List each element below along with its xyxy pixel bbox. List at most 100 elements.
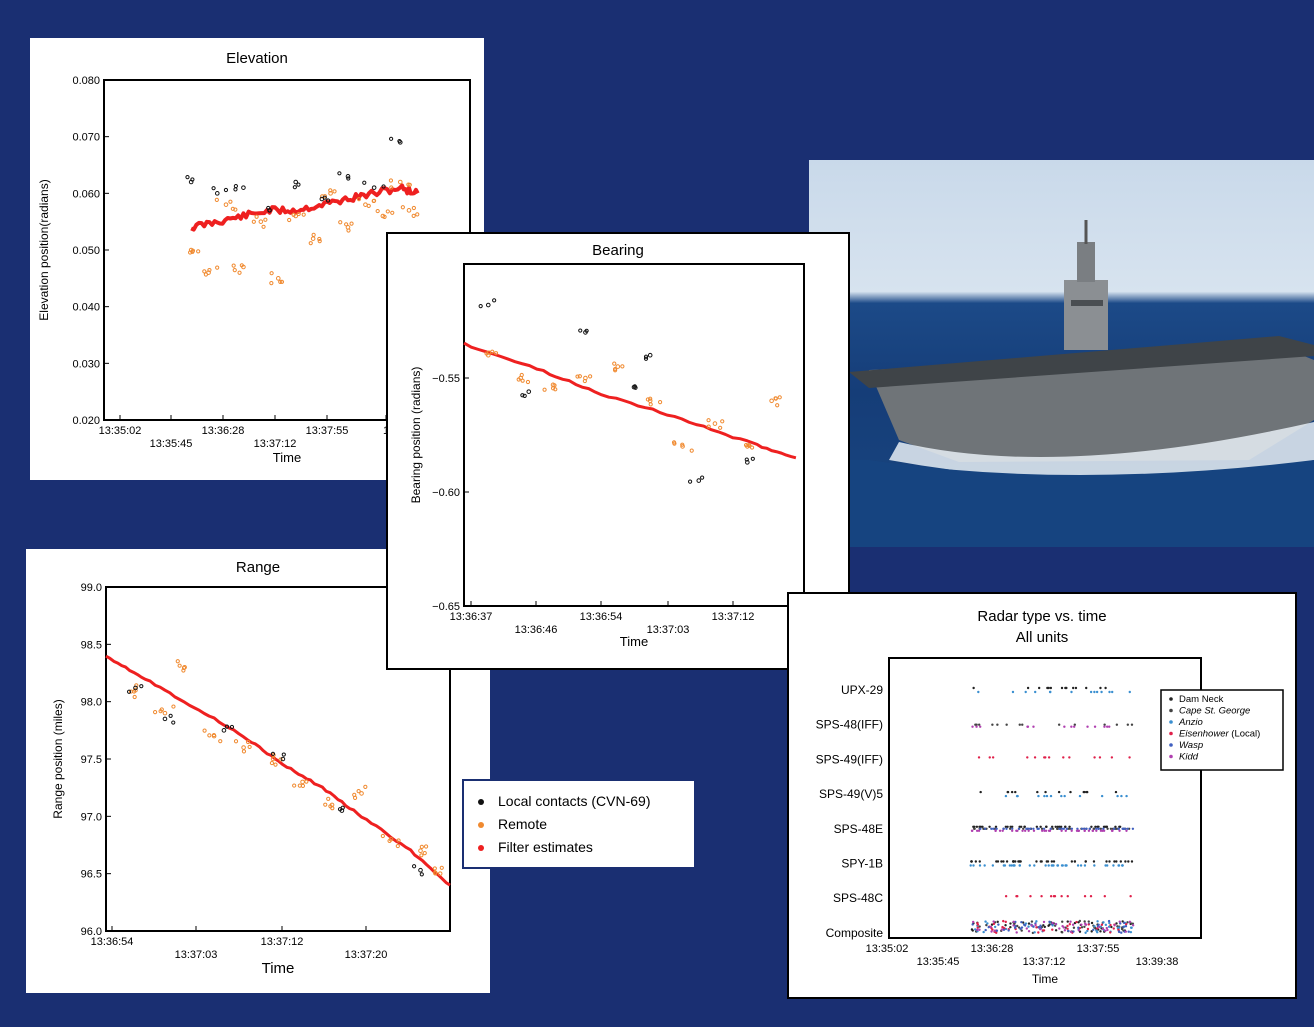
radar-mark: [1044, 829, 1048, 832]
radar-mark: [992, 920, 995, 923]
local-contact-point: [687, 479, 693, 484]
radar-mark: [1066, 924, 1069, 928]
y-axis-label: Bearing position (radians): [409, 367, 423, 504]
remote-point: [152, 710, 158, 715]
local-contact-point: [584, 328, 589, 333]
radar-mark: [1044, 756, 1047, 759]
radar-mark: [978, 860, 981, 863]
radar-mark: [1110, 925, 1113, 929]
y-tick-label: −0.55: [432, 373, 460, 385]
radar-mark: [1005, 827, 1008, 830]
remote-point: [542, 387, 547, 392]
y-tick-label: 0.030: [72, 358, 100, 370]
radar-mark: [1064, 829, 1067, 832]
radar-mark: [1042, 929, 1046, 932]
local-contact-point: [171, 720, 176, 725]
radar-mark: [1001, 829, 1004, 832]
radar-mark: [1006, 790, 1009, 794]
radar-legend-suffix: (Local): [1229, 729, 1261, 740]
y-tick-label: 0.080: [72, 75, 100, 87]
radar-legend-label: Kidd: [1179, 752, 1199, 763]
radar-mark: [1012, 920, 1015, 923]
remote-point: [671, 440, 677, 445]
local-contact-point: [632, 384, 637, 389]
radar-mark: [1104, 929, 1107, 933]
local-contact-point: [745, 460, 750, 465]
radar-row-label: SPS-48C: [833, 891, 883, 905]
remote-point: [132, 694, 137, 700]
radar-mark: [1034, 690, 1037, 694]
radar-mark: [993, 929, 996, 932]
radar-mark: [994, 825, 998, 828]
local-contact-point: [292, 185, 297, 190]
radar-mark: [990, 923, 994, 926]
local-contact-point: [381, 184, 386, 189]
legend-label-filter: Filter estimates: [498, 839, 593, 855]
remote-point: [356, 788, 361, 794]
legend-dot-filter: [478, 845, 484, 852]
remote-point: [230, 206, 235, 211]
radar-mark: [991, 723, 994, 726]
radar-mark: [1129, 930, 1133, 934]
radar-mark: [1124, 923, 1128, 926]
radar-mark: [1131, 827, 1135, 830]
bearing-panel: Bearing −0.55 −0.60 −0.65 13:36:37 13:36:46 1…: [386, 232, 850, 670]
remote-point: [346, 228, 351, 233]
remote-point: [291, 212, 296, 217]
remote-point: [422, 851, 427, 856]
x-axis-label: Time: [1032, 972, 1059, 986]
radar-mark: [1035, 860, 1038, 863]
radar-mark: [1000, 928, 1004, 931]
local-contact-point: [522, 393, 527, 398]
radar-mark: [1033, 931, 1036, 934]
remote-point: [287, 217, 292, 223]
remote-point: [720, 419, 725, 424]
radar-mark: [1113, 924, 1116, 927]
radar-mark: [1122, 827, 1125, 830]
radar-mark: [978, 864, 982, 867]
radar-mark: [1097, 923, 1100, 926]
radar-mark: [1032, 827, 1035, 830]
radar-mark: [1017, 827, 1021, 830]
local-contact-point: [241, 185, 246, 190]
radar-mark: [1100, 690, 1103, 694]
radar-mark: [1051, 921, 1054, 925]
remote-point: [317, 238, 322, 244]
radar-mark: [1060, 794, 1063, 798]
remote-point: [275, 276, 281, 281]
remote-point: [371, 198, 376, 204]
radar-mark: [1069, 920, 1072, 923]
aircraft-carrier-photo: [809, 160, 1314, 547]
radar-mark: [1051, 827, 1055, 830]
remote-point: [418, 848, 423, 854]
radar-mark: [1063, 929, 1067, 932]
radar-mark: [1012, 864, 1016, 867]
local-contact-point: [643, 356, 649, 361]
radar-chart: UPX-29 SPS-48(IFF) SPS-49(IFF) SPS-49(V)5 SP…: [816, 657, 1284, 986]
radar-mark: [1121, 920, 1124, 923]
radar-mark: [1126, 827, 1129, 830]
radar-mark: [981, 825, 984, 828]
radar-mark: [996, 723, 999, 726]
radar-mark: [1032, 925, 1035, 928]
y-tick-label: −0.60: [432, 487, 460, 499]
radar-mark: [1026, 756, 1029, 759]
radar-mark: [1093, 725, 1097, 728]
remote-point: [397, 179, 403, 185]
remote-point: [207, 733, 212, 738]
radar-mark: [994, 829, 997, 832]
y-tick-label: 0.050: [72, 245, 100, 257]
radar-mark: [1027, 922, 1031, 925]
radar-legend-dot: [1169, 720, 1173, 724]
radar-mark: [979, 827, 982, 830]
y-tick-label: 96.5: [81, 869, 102, 881]
radar-mark: [1027, 827, 1030, 830]
radar-mark: [1011, 690, 1015, 694]
radar-mark: [1061, 864, 1064, 867]
remote-point: [382, 214, 387, 219]
radar-mark: [978, 925, 981, 928]
local-contact-point: [362, 180, 367, 185]
radar-mark: [1108, 725, 1111, 728]
radar-mark: [1118, 825, 1121, 828]
radar-mark: [978, 825, 981, 828]
